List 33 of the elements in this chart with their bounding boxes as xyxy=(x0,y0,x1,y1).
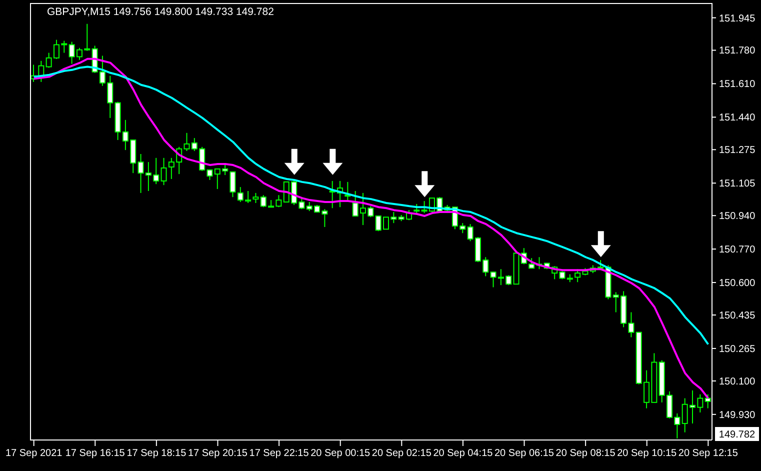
x-tick-label: 17 Sep 20:15 xyxy=(188,448,248,459)
y-tick-label: 150.600 xyxy=(719,278,756,290)
y-tick-label: 149.930 xyxy=(719,410,756,421)
line-series xyxy=(32,66,710,346)
y-tick-label: 151.440 xyxy=(719,112,756,124)
x-tick-label: 17 Sep 22:15 xyxy=(249,448,310,459)
x-tick-label: 20 Sep 08:15 xyxy=(556,448,616,459)
x-tick-label: 20 Sep 02:15 xyxy=(372,448,432,459)
y-tick-label: 151.610 xyxy=(719,79,756,90)
y-tick-label: 151.105 xyxy=(719,178,756,190)
candlestick xyxy=(230,171,236,198)
candlestick xyxy=(160,157,167,186)
x-tick-label: 20 Sep 12:15 xyxy=(678,448,738,459)
candlestick xyxy=(528,258,535,269)
y-tick-label: 151.945 xyxy=(719,13,756,24)
y-tick-label: 150.265 xyxy=(719,344,756,355)
x-tick-label: 20 Sep 06:15 xyxy=(494,448,554,459)
candlestick xyxy=(414,203,420,214)
candlestick xyxy=(252,192,259,204)
y-tick-label: 150.435 xyxy=(719,310,756,322)
y-tick-label: 150.770 xyxy=(719,244,756,256)
x-tick-label: 17 Sep 16:15 xyxy=(65,448,126,459)
x-tick-label: 17 Sep 2021 xyxy=(5,448,63,459)
y-tick-label: 150.940 xyxy=(719,211,756,222)
y-tick-label: 151.780 xyxy=(719,46,756,57)
text: 149.782 xyxy=(718,430,756,440)
x-tick-label: 20 Sep 10:15 xyxy=(617,448,678,459)
x-tick-label: 20 Sep 04:15 xyxy=(433,448,494,459)
x-tick-label: 17 Sep 18:15 xyxy=(126,448,187,459)
y-tick-label: 151.275 xyxy=(719,145,756,156)
x-tick-label: 20 Sep 00:15 xyxy=(310,448,371,459)
chart-title: GBPJPY,M15 149.756 149.800 149.733 149.782 xyxy=(47,6,274,18)
y-tick-label: 150.100 xyxy=(719,376,756,388)
